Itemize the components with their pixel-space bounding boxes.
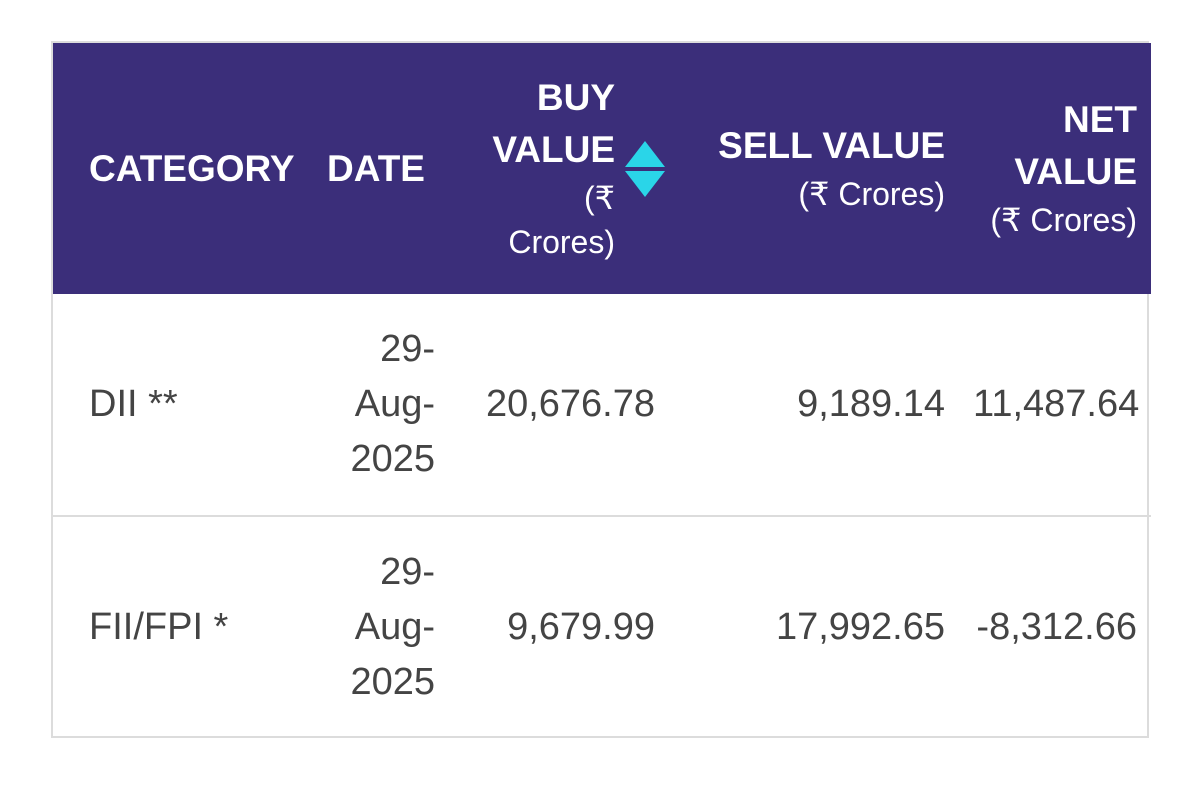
- cell-sell-value: 17,992.65: [775, 605, 945, 648]
- table-row: DII ** 29- Aug- 2025 20,676.78 9,189.14 11…: [53, 294, 1151, 516]
- sort-updown-icon[interactable]: [625, 140, 665, 197]
- header-net-unit: (₹ Crores): [990, 201, 1137, 238]
- table-row: FII/FPI * 29- Aug- 2025 9,679.99 17,992.65…: [53, 516, 1151, 738]
- cell-net-value: 11,487.64: [973, 382, 1140, 425]
- sort-ascending-icon[interactable]: [625, 140, 665, 167]
- cell-category: FII/FPI *: [89, 605, 229, 648]
- header-date: DATE: [327, 147, 425, 189]
- cell-date: 29- Aug- 2025: [350, 550, 435, 704]
- header-sell-value: SELL VALUE (₹ Crores): [669, 43, 959, 294]
- cell-category: DII **: [89, 382, 178, 425]
- header-net-title: NET VALUE: [1014, 99, 1137, 193]
- table-header-row: CATEGORY DATE BUY VALUE (₹ Crores): [53, 43, 1151, 294]
- header-category: CATEGORY: [89, 147, 295, 189]
- cell-date: 29- Aug- 2025: [350, 327, 435, 481]
- header-sell-title: SELL VALUE: [718, 125, 945, 167]
- header-sell-unit: (₹ Crores): [798, 176, 945, 212]
- cell-net-value: -8,312.66: [976, 605, 1137, 648]
- cell-sell-value: 9,189.14: [797, 382, 945, 425]
- header-buy-title: BUY VALUE: [492, 76, 615, 170]
- cell-buy-value: 9,679.99: [507, 605, 655, 648]
- sort-descending-icon[interactable]: [625, 170, 665, 197]
- header-buy-unit: (₹ Crores): [508, 179, 615, 261]
- fii-dii-table: CATEGORY DATE BUY VALUE (₹ Crores): [51, 41, 1151, 738]
- header-net-value: NET VALUE (₹ Crores): [959, 43, 1151, 294]
- cell-buy-value: 20,676.78: [485, 382, 655, 425]
- header-buy-value[interactable]: BUY VALUE (₹ Crores): [449, 43, 669, 294]
